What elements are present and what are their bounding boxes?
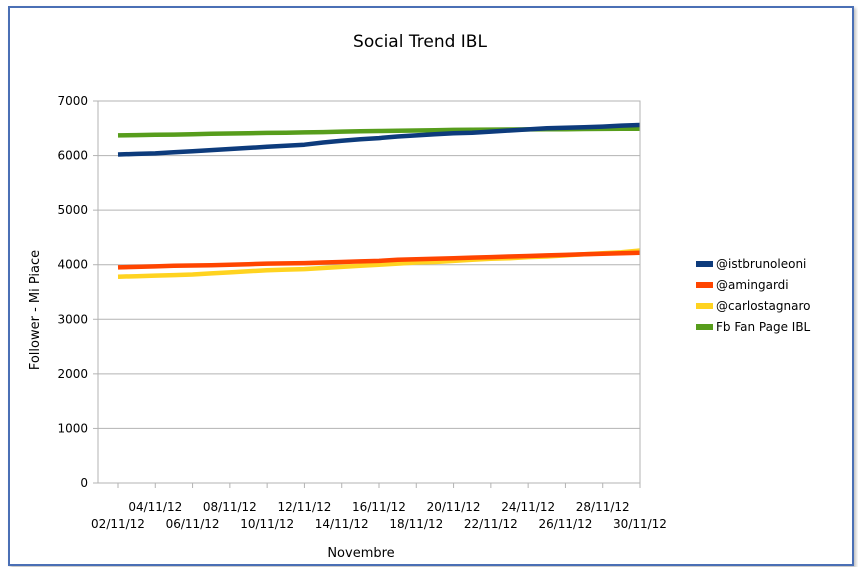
- x-tick-label: 06/11/12: [166, 517, 220, 531]
- y-tick-label: 2000: [57, 367, 88, 381]
- chart-title: Social Trend IBL: [353, 32, 487, 52]
- legend-label: Fb Fan Page IBL: [716, 320, 811, 334]
- y-tick-label: 5000: [57, 203, 88, 217]
- legend-label: @amingardi: [716, 278, 789, 292]
- series-line-1: [117, 122, 641, 157]
- legend: @istbrunoleoni @amingardi @carlostagnaro Fb…: [696, 257, 811, 334]
- x-tick-label: 10/11/12: [240, 517, 294, 531]
- y-tick-label: 1000: [57, 421, 88, 435]
- x-tick-label: 18/11/12: [389, 517, 443, 531]
- legend-swatch: [696, 303, 713, 309]
- plot-area: [97, 100, 641, 484]
- x-tick-label: 28/11/12: [576, 500, 630, 514]
- legend-swatch: [696, 261, 713, 267]
- x-axis-label: Novembre: [327, 546, 394, 561]
- series-lines: [117, 122, 641, 279]
- y-axis-label: Follower - Mi Piace: [28, 250, 43, 370]
- x-tick-label: 26/11/12: [538, 517, 592, 531]
- y-tick-labels: 0 1000 2000 3000 4000 5000 6000 7000: [57, 94, 88, 490]
- x-tick-label: 08/11/12: [203, 500, 257, 514]
- series-line-2: [117, 250, 641, 270]
- x-tick-label: 20/11/12: [427, 500, 481, 514]
- legend-label: @carlostagnaro: [716, 299, 810, 313]
- x-tick-label: 22/11/12: [464, 517, 518, 531]
- y-tick-label: 4000: [57, 258, 88, 272]
- y-tick-label: 3000: [57, 312, 88, 326]
- x-tick-label: 30/11/12: [613, 517, 667, 531]
- gridlines: [93, 100, 641, 488]
- x-tick-label: 24/11/12: [501, 500, 555, 514]
- x-tick-label: 04/11/12: [128, 500, 182, 514]
- x-tick-label: 12/11/12: [277, 500, 331, 514]
- x-tick-label: 16/11/12: [352, 500, 406, 514]
- legend-swatch: [696, 282, 713, 288]
- x-tick-label: 02/11/12: [91, 517, 145, 531]
- plot-border: [97, 100, 641, 484]
- x-tick-labels: 04/11/12 08/11/12 12/11/12 16/11/12 20/11/12…: [91, 500, 667, 531]
- legend-swatch: [696, 324, 713, 330]
- y-tick-label: 6000: [57, 149, 88, 163]
- y-tick-label: 0: [80, 476, 88, 490]
- x-tick-label: 14/11/12: [315, 517, 369, 531]
- legend-label: @istbrunoleoni: [716, 257, 806, 271]
- y-tick-label: 7000: [57, 94, 88, 108]
